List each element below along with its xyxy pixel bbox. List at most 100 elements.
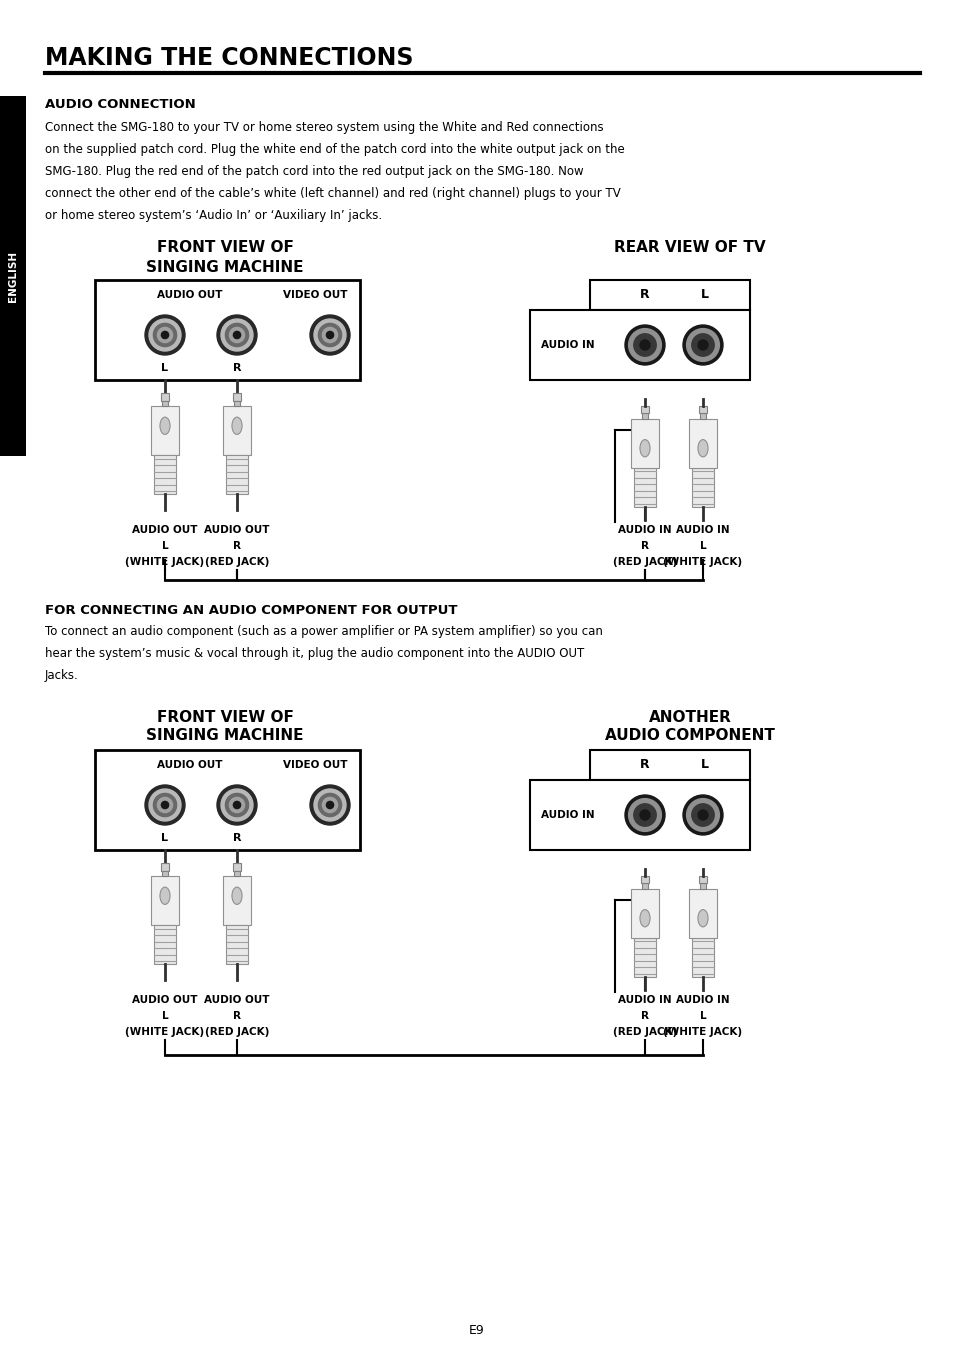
- Bar: [700, 413, 705, 418]
- Circle shape: [233, 802, 240, 808]
- Circle shape: [233, 332, 240, 338]
- Text: SMG-180. Plug the red end of the patch cord into the red output jack on the SMG-: SMG-180. Plug the red end of the patch c…: [45, 164, 583, 177]
- Text: (RED JACK): (RED JACK): [205, 1026, 269, 1037]
- Bar: [233, 401, 240, 406]
- Circle shape: [322, 328, 337, 343]
- Ellipse shape: [232, 417, 242, 435]
- Ellipse shape: [698, 440, 707, 456]
- Text: AUDIO CONNECTION: AUDIO CONNECTION: [45, 99, 195, 111]
- Bar: [688, 888, 717, 938]
- Text: AUDIO IN: AUDIO IN: [618, 995, 671, 1005]
- Text: SINGING MACHINE: SINGING MACHINE: [146, 260, 303, 275]
- Bar: [222, 406, 252, 455]
- Bar: [162, 401, 168, 406]
- Bar: [589, 750, 749, 780]
- Text: L: L: [161, 363, 169, 372]
- Text: (RED JACK): (RED JACK): [205, 556, 269, 567]
- Circle shape: [216, 785, 256, 825]
- Bar: [640, 876, 648, 883]
- Text: (WHITE JACK): (WHITE JACK): [662, 1026, 741, 1037]
- Text: AUDIO COMPONENT: AUDIO COMPONENT: [604, 728, 774, 743]
- Text: L: L: [161, 1011, 168, 1021]
- Text: or home stereo system’s ‘Audio In’ or ‘Auxiliary In’ jacks.: or home stereo system’s ‘Audio In’ or ‘A…: [45, 209, 382, 222]
- Text: L: L: [700, 758, 708, 772]
- Bar: [692, 468, 713, 506]
- Text: AUDIO OUT: AUDIO OUT: [157, 290, 222, 301]
- Bar: [634, 468, 655, 506]
- Bar: [530, 780, 749, 850]
- Circle shape: [157, 328, 172, 343]
- Text: AUDIO OUT: AUDIO OUT: [132, 525, 197, 535]
- Bar: [222, 876, 252, 925]
- Bar: [699, 876, 706, 883]
- Circle shape: [161, 802, 169, 808]
- Circle shape: [698, 810, 707, 821]
- Circle shape: [216, 315, 256, 355]
- Text: Connect the SMG-180 to your TV or home stereo system using the White and Red con: Connect the SMG-180 to your TV or home s…: [45, 121, 603, 134]
- Circle shape: [633, 804, 656, 826]
- Circle shape: [225, 324, 249, 347]
- Bar: [151, 406, 179, 455]
- Bar: [233, 862, 241, 871]
- Text: R: R: [233, 542, 241, 551]
- Ellipse shape: [698, 910, 707, 927]
- Text: on the supplied patch cord. Plug the white end of the patch cord into the white : on the supplied patch cord. Plug the whi…: [45, 142, 624, 156]
- Text: R: R: [233, 1011, 241, 1021]
- Circle shape: [221, 320, 253, 351]
- Ellipse shape: [232, 887, 242, 904]
- Circle shape: [318, 324, 341, 347]
- Text: L: L: [699, 1011, 705, 1021]
- Circle shape: [225, 793, 249, 816]
- Ellipse shape: [639, 910, 649, 927]
- Circle shape: [157, 798, 172, 812]
- Text: (RED JACK): (RED JACK): [612, 1026, 677, 1037]
- Bar: [161, 393, 169, 401]
- Bar: [226, 455, 248, 494]
- Text: VIDEO OUT: VIDEO OUT: [282, 760, 347, 770]
- Bar: [640, 406, 648, 413]
- Bar: [641, 413, 647, 418]
- Text: AUDIO IN: AUDIO IN: [540, 340, 594, 349]
- Text: ENGLISH: ENGLISH: [8, 250, 18, 302]
- Circle shape: [686, 799, 719, 831]
- Text: (WHITE JACK): (WHITE JACK): [662, 556, 741, 567]
- Text: (RED JACK): (RED JACK): [612, 556, 677, 567]
- Circle shape: [628, 329, 660, 362]
- Text: AUDIO OUT: AUDIO OUT: [204, 995, 270, 1005]
- Text: Jacks.: Jacks.: [45, 669, 79, 682]
- Text: AUDIO IN: AUDIO IN: [676, 995, 729, 1005]
- Circle shape: [326, 802, 334, 808]
- Bar: [154, 925, 175, 964]
- Text: REAR VIEW OF TV: REAR VIEW OF TV: [614, 241, 765, 256]
- Text: L: L: [700, 288, 708, 302]
- Circle shape: [628, 799, 660, 831]
- Circle shape: [310, 315, 350, 355]
- Circle shape: [221, 789, 253, 821]
- Circle shape: [624, 795, 664, 835]
- Bar: [688, 418, 717, 468]
- Text: R: R: [640, 542, 648, 551]
- Bar: [233, 871, 240, 876]
- Text: AUDIO IN: AUDIO IN: [676, 525, 729, 535]
- Ellipse shape: [160, 417, 170, 435]
- Text: R: R: [233, 833, 241, 844]
- Circle shape: [686, 329, 719, 362]
- Text: FRONT VIEW OF: FRONT VIEW OF: [156, 711, 294, 726]
- Bar: [226, 925, 248, 964]
- Circle shape: [682, 795, 722, 835]
- Bar: [630, 418, 659, 468]
- Circle shape: [145, 785, 185, 825]
- Text: AUDIO OUT: AUDIO OUT: [157, 760, 222, 770]
- Text: R: R: [233, 363, 241, 372]
- Text: AUDIO IN: AUDIO IN: [618, 525, 671, 535]
- Ellipse shape: [160, 887, 170, 904]
- Text: L: L: [161, 542, 168, 551]
- Text: connect the other end of the cable’s white (left channel) and red (right channel: connect the other end of the cable’s whi…: [45, 187, 620, 199]
- Bar: [692, 938, 713, 978]
- Circle shape: [682, 325, 722, 366]
- Circle shape: [326, 332, 334, 338]
- Circle shape: [639, 340, 649, 349]
- Circle shape: [314, 789, 346, 821]
- Circle shape: [691, 804, 714, 826]
- Bar: [95, 750, 359, 850]
